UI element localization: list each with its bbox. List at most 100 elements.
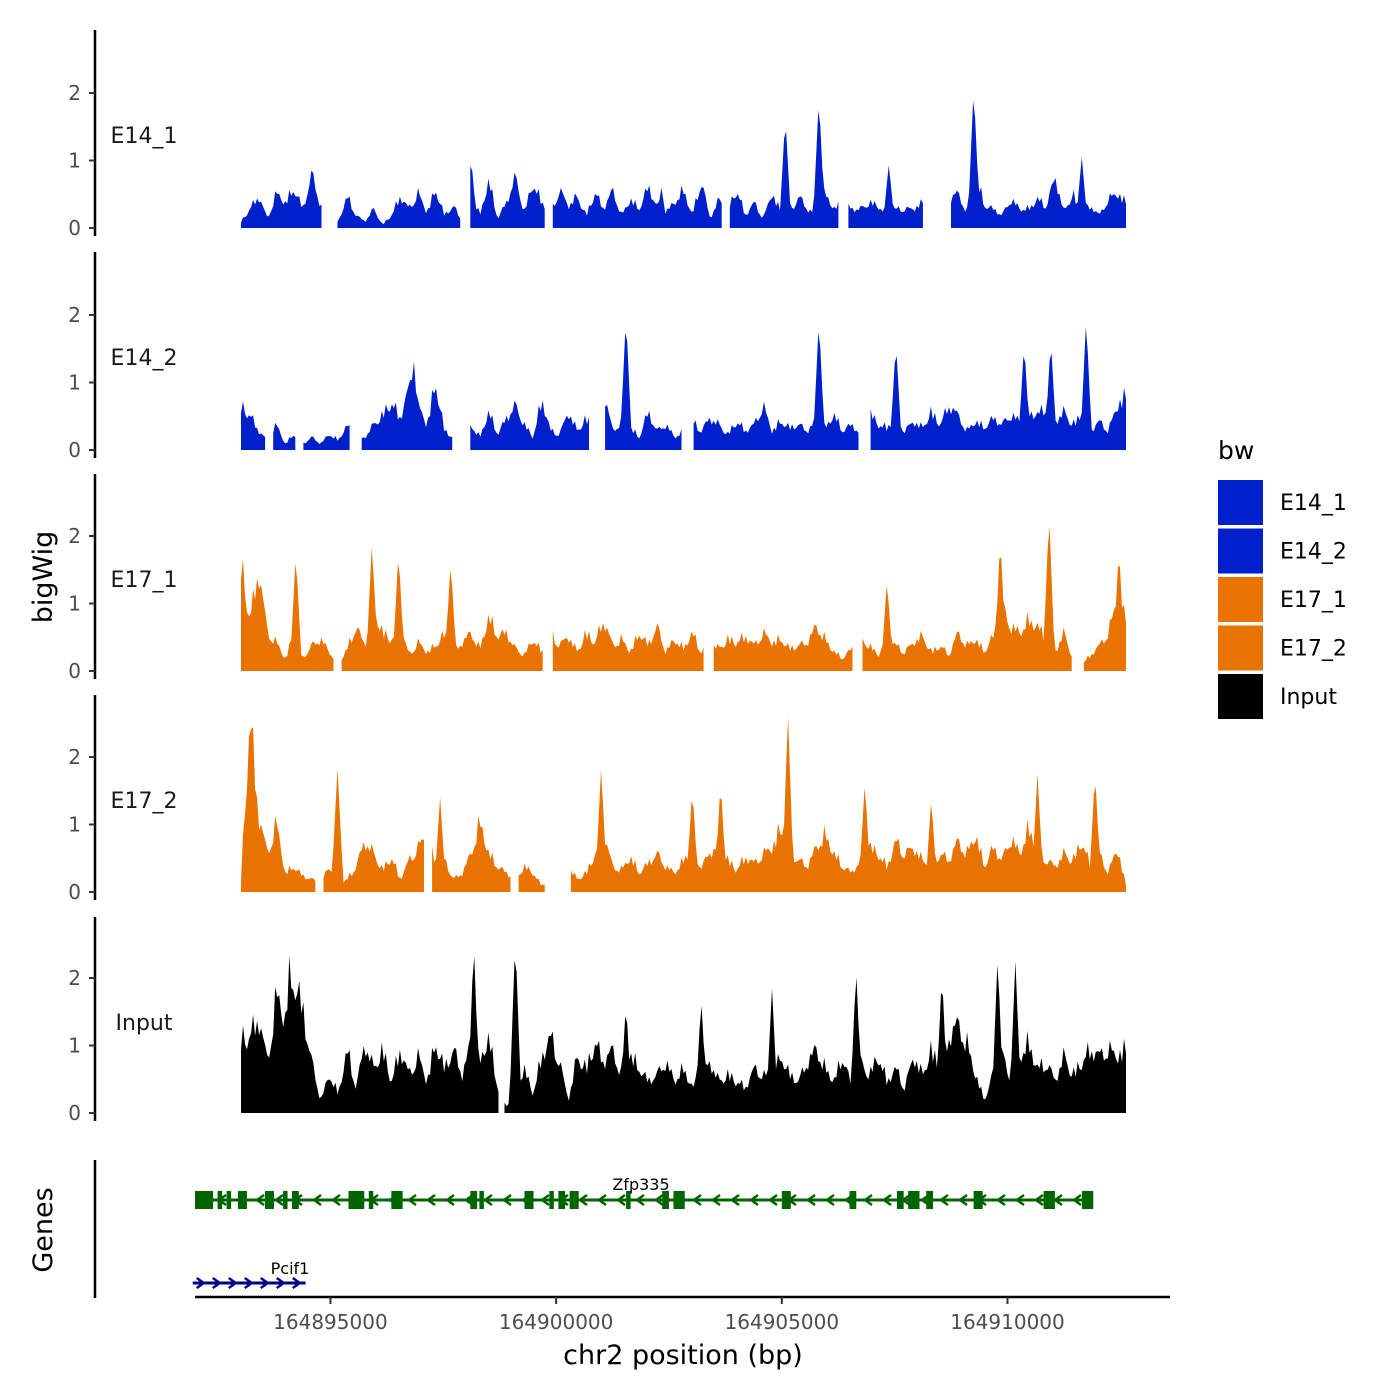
track-input: 0 1 2 Input [68, 917, 1126, 1125]
x-tick-label: 164905000 [725, 1310, 840, 1334]
legend-swatch [1218, 480, 1263, 525]
exon [673, 1191, 685, 1209]
strand-chevron [1052, 1193, 1063, 1207]
y-tick-label: 1 [68, 371, 81, 395]
exon [549, 1191, 554, 1209]
strand-chevron [196, 1276, 206, 1290]
y-tick-label: 1 [68, 1034, 81, 1058]
exon [292, 1191, 299, 1209]
strand-chevron [995, 1193, 1006, 1207]
strand-chevron [577, 1193, 588, 1207]
strand-chevron [710, 1193, 721, 1207]
y-axis-title: bigWig [28, 531, 59, 624]
exon [849, 1191, 857, 1209]
legend-entry: E14_2 [1218, 528, 1347, 574]
strand-chevron [691, 1193, 702, 1207]
y-tick-label: 1 [68, 149, 81, 173]
exon [662, 1191, 669, 1209]
strand-chevron [1071, 1193, 1082, 1207]
exon [574, 1191, 579, 1209]
track-e14-2: 0 1 2 E14_2 [68, 252, 1126, 462]
strand-chevron [425, 1193, 436, 1207]
strand-chevron [634, 1193, 645, 1207]
strand-chevron [615, 1193, 626, 1207]
exon [195, 1191, 214, 1209]
legend-swatch [1218, 528, 1263, 574]
strand-chevron [862, 1193, 873, 1207]
exon [368, 1191, 374, 1209]
strand-chevron [881, 1193, 892, 1207]
y-tick-label: 2 [68, 81, 81, 105]
legend-entry: E14_1 [1218, 480, 1347, 525]
legend-entry: E17_1 [1218, 577, 1347, 622]
exon [217, 1191, 223, 1209]
x-axis-title: chr2 position (bp) [563, 1340, 803, 1371]
x-axis: 164895000 164900000 164905000 164910000 [195, 1295, 1170, 1334]
x-tick-label: 164895000 [273, 1310, 388, 1334]
legend-entry: Input [1218, 674, 1337, 719]
strand-chevron [228, 1276, 238, 1290]
y-tick-label: 1 [68, 592, 81, 616]
y-tick-label: 2 [68, 303, 81, 327]
exon [283, 1191, 288, 1209]
x-tick-label: 164900000 [499, 1310, 614, 1334]
signal-area [241, 526, 1126, 671]
track-label: E14_2 [111, 346, 178, 371]
genes-track: Zfp335 Pcif1 [93, 1160, 1094, 1298]
exon [470, 1191, 478, 1209]
exon [973, 1191, 983, 1209]
legend-title: bw [1218, 436, 1254, 465]
signal-area [241, 717, 1126, 892]
legend-swatch [1218, 577, 1263, 622]
legend-label: E17_1 [1280, 588, 1347, 613]
gene-label: Pcif1 [271, 1259, 310, 1278]
legend-label: E14_2 [1280, 540, 1347, 565]
strand-chevron [212, 1276, 222, 1290]
strand-chevron [330, 1193, 341, 1207]
y-tick-label: 1 [68, 813, 81, 837]
strand-chevron [748, 1193, 759, 1207]
track-e17-2: 0 1 2 E17_2 [68, 695, 1126, 904]
strand-chevron [292, 1276, 302, 1290]
y-tick-label: 0 [68, 880, 81, 904]
track-e17-1: 0 1 2 E17_1 [68, 474, 1126, 683]
signal-tracks: 0 1 2 E14_1 0 1 2 E14_2 0 1 2 E17_1 0 1 2 E17_2 0 1 2 Input [68, 30, 1126, 1125]
gene-pcif1: Pcif1 [192, 1259, 310, 1290]
exon [479, 1191, 484, 1209]
track-label: E14_1 [111, 124, 178, 149]
signal-area [241, 326, 1126, 450]
exon [558, 1191, 566, 1209]
signal-area [241, 101, 1126, 228]
strand-chevron [311, 1193, 322, 1207]
exon [226, 1191, 232, 1209]
track-label: E17_1 [111, 568, 178, 593]
gene-label: Zfp335 [612, 1175, 669, 1194]
y-tick-label: 2 [68, 745, 81, 769]
x-tick-label: 164910000 [950, 1310, 1065, 1334]
exon [781, 1191, 791, 1209]
y-tick-label: 2 [68, 966, 81, 990]
strand-chevron [276, 1276, 286, 1290]
gene-zfp335: Zfp335 [195, 1175, 1094, 1209]
strand-chevron [244, 1276, 254, 1290]
y-tick-label: 0 [68, 216, 81, 240]
exon [348, 1191, 365, 1209]
y-tick-label: 0 [68, 1101, 81, 1125]
strand-chevron [767, 1193, 778, 1207]
strand-chevron [260, 1276, 270, 1290]
exon [264, 1191, 274, 1209]
legend-label: E14_1 [1280, 491, 1347, 516]
strand-chevron [501, 1193, 512, 1207]
exon [1043, 1191, 1055, 1209]
strand-chevron [1033, 1193, 1044, 1207]
strand-chevron [254, 1193, 265, 1207]
exon [524, 1191, 534, 1209]
exon [1081, 1191, 1094, 1209]
strand-chevron [729, 1193, 740, 1207]
legend-entry: E17_2 [1218, 625, 1347, 671]
strand-chevron [406, 1193, 417, 1207]
legend-swatch [1218, 674, 1263, 719]
y-tick-label: 2 [68, 524, 81, 548]
strand-chevron [273, 1193, 284, 1207]
